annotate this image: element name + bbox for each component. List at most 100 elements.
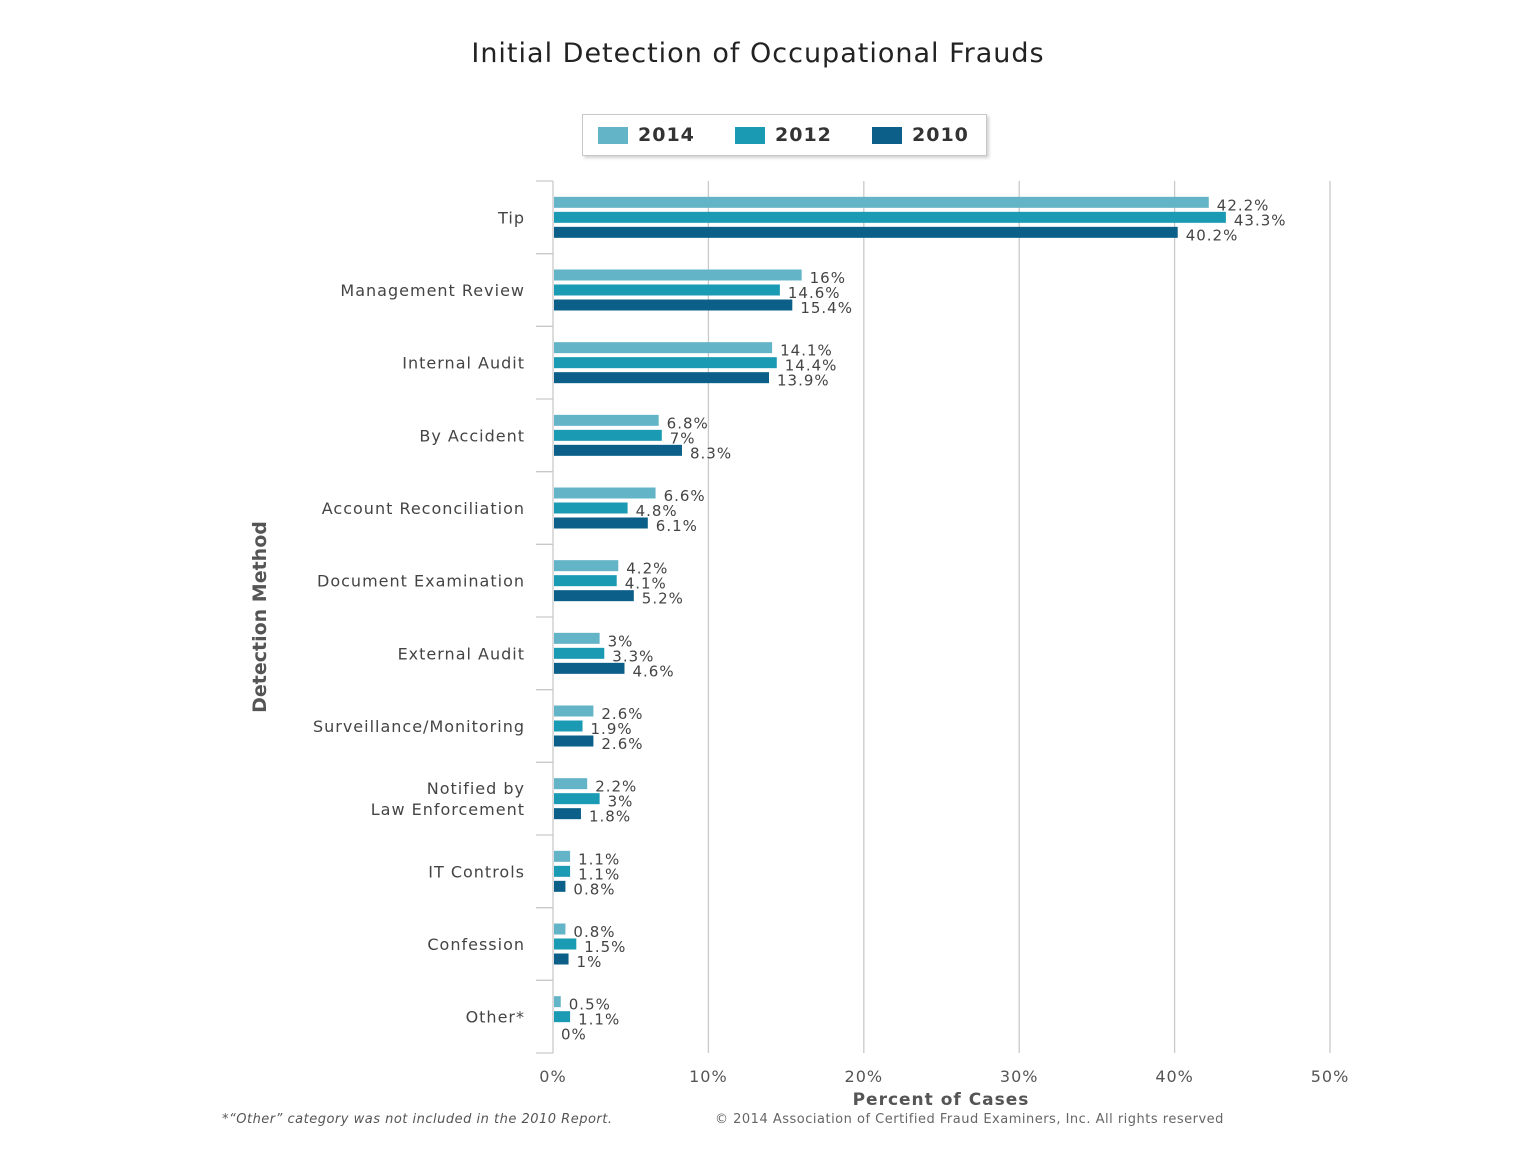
bar-2012 [554,357,777,369]
bar-2014 [554,778,588,790]
data-label: 14.6% [788,284,841,302]
bar-2010 [554,372,770,384]
y-axis-label: Detection Method [249,521,271,713]
data-label: 3% [608,793,634,811]
bar-2014 [554,196,1209,208]
x-tick-label: 30% [1000,1067,1039,1086]
data-label: 4.1% [625,575,667,593]
bar-2012 [554,429,662,441]
data-label: 14.1% [780,342,833,360]
data-label: 7% [670,429,696,447]
data-label: 4.8% [636,502,678,520]
data-label: 8.3% [690,444,732,462]
bar-2012 [554,1011,571,1023]
legend-item-2014[interactable]: 2014 [598,124,695,146]
y-tick-label: Tip [497,208,525,227]
bar-2012 [554,575,617,587]
bar-2010 [554,444,682,456]
data-label: 14.4% [785,357,838,375]
bar-2014 [554,996,561,1008]
x-tick-label: 20% [845,1067,884,1086]
data-label: 1.1% [578,850,620,868]
data-label: 1.1% [578,1011,620,1029]
legend-label-2010: 2010 [912,124,969,146]
data-label: 6.8% [667,414,709,432]
data-label: 4.6% [632,662,674,680]
data-label: 15.4% [800,299,853,317]
data-label: 40.2% [1186,226,1239,244]
bar-2010 [554,880,566,892]
bar-2014 [554,414,659,426]
bar-2014 [554,487,656,499]
y-tick-label: Confession [427,935,525,954]
bar-2010 [554,662,625,674]
copyright-notice: © 2014 Association of Certified Fraud Ex… [715,1112,1224,1127]
bar-2010 [554,953,569,965]
x-tick-label: 0% [539,1067,566,1086]
bar-2010 [554,226,1178,238]
data-label: 0.8% [573,923,615,941]
y-tick-label: Law Enforcement [371,800,525,819]
bar-2010 [554,590,634,602]
legend-swatch-2012 [735,126,765,144]
legend-label-2014: 2014 [638,124,695,146]
data-label: 0.8% [573,880,615,898]
data-label: 0% [561,1026,587,1044]
bar-2014 [554,850,571,862]
chart-legend: 2014 2012 2010 [582,114,987,156]
data-label: 13.9% [777,372,830,390]
legend-item-2010[interactable]: 2010 [872,124,969,146]
data-label: 2.6% [601,735,643,753]
data-label: 6.6% [664,487,706,505]
x-tick-label: 40% [1155,1067,1194,1086]
data-label: 3% [608,632,634,650]
data-label: 43.3% [1234,211,1287,229]
bar-2014 [554,923,566,935]
data-label: 1% [577,953,603,971]
data-label: 1.9% [591,720,633,738]
y-tick-label: By Accident [419,426,525,445]
bar-2010 [554,299,793,311]
bar-2014 [554,560,619,572]
data-label: 0.5% [569,996,611,1014]
bar-2012 [554,502,628,514]
bar-2012 [554,865,571,877]
data-label: 2.2% [595,778,637,796]
bar-2012 [554,793,600,805]
x-axis-label: Percent of Cases [852,1090,1030,1110]
x-tick-label: 10% [689,1067,728,1086]
data-label: 4.2% [626,560,668,578]
bar-2012 [554,720,583,732]
bar-2014 [554,632,600,644]
y-tick-label: Internal Audit [402,354,525,373]
y-tick-label: Account Reconciliation [322,499,525,518]
data-label: 1.1% [578,865,620,883]
y-tick-label: Other* [466,1008,525,1027]
bar-2012 [554,211,1226,223]
y-tick-label: Document Examination [317,572,525,591]
footnote: *“Other” category was not included in th… [222,1112,613,1127]
legend-swatch-2014 [598,126,628,144]
bar-2014 [554,705,594,717]
chart-title: Initial Detection of Occupational Frauds [471,38,1045,69]
y-tick-label: Surveillance/Monitoring [313,717,525,736]
data-label: 2.6% [601,705,643,723]
legend-item-2012[interactable]: 2012 [735,124,832,146]
bar-2010 [554,735,594,747]
data-label: 1.5% [584,938,626,956]
legend-swatch-2010 [872,126,902,144]
data-label: 3.3% [612,647,654,665]
data-label: 6.1% [656,517,698,535]
y-tick-label: Notified by [427,779,525,798]
x-tick-label: 50% [1311,1067,1350,1086]
bar-2014 [554,342,773,354]
legend-label-2012: 2012 [775,124,832,146]
y-tick-label: IT Controls [428,862,525,881]
bar-2010 [554,517,648,529]
bar-2012 [554,284,780,296]
bar-2012 [554,647,605,659]
y-tick-label: Management Review [340,281,525,300]
data-label: 5.2% [642,590,684,608]
y-tick-label: External Audit [398,644,525,663]
